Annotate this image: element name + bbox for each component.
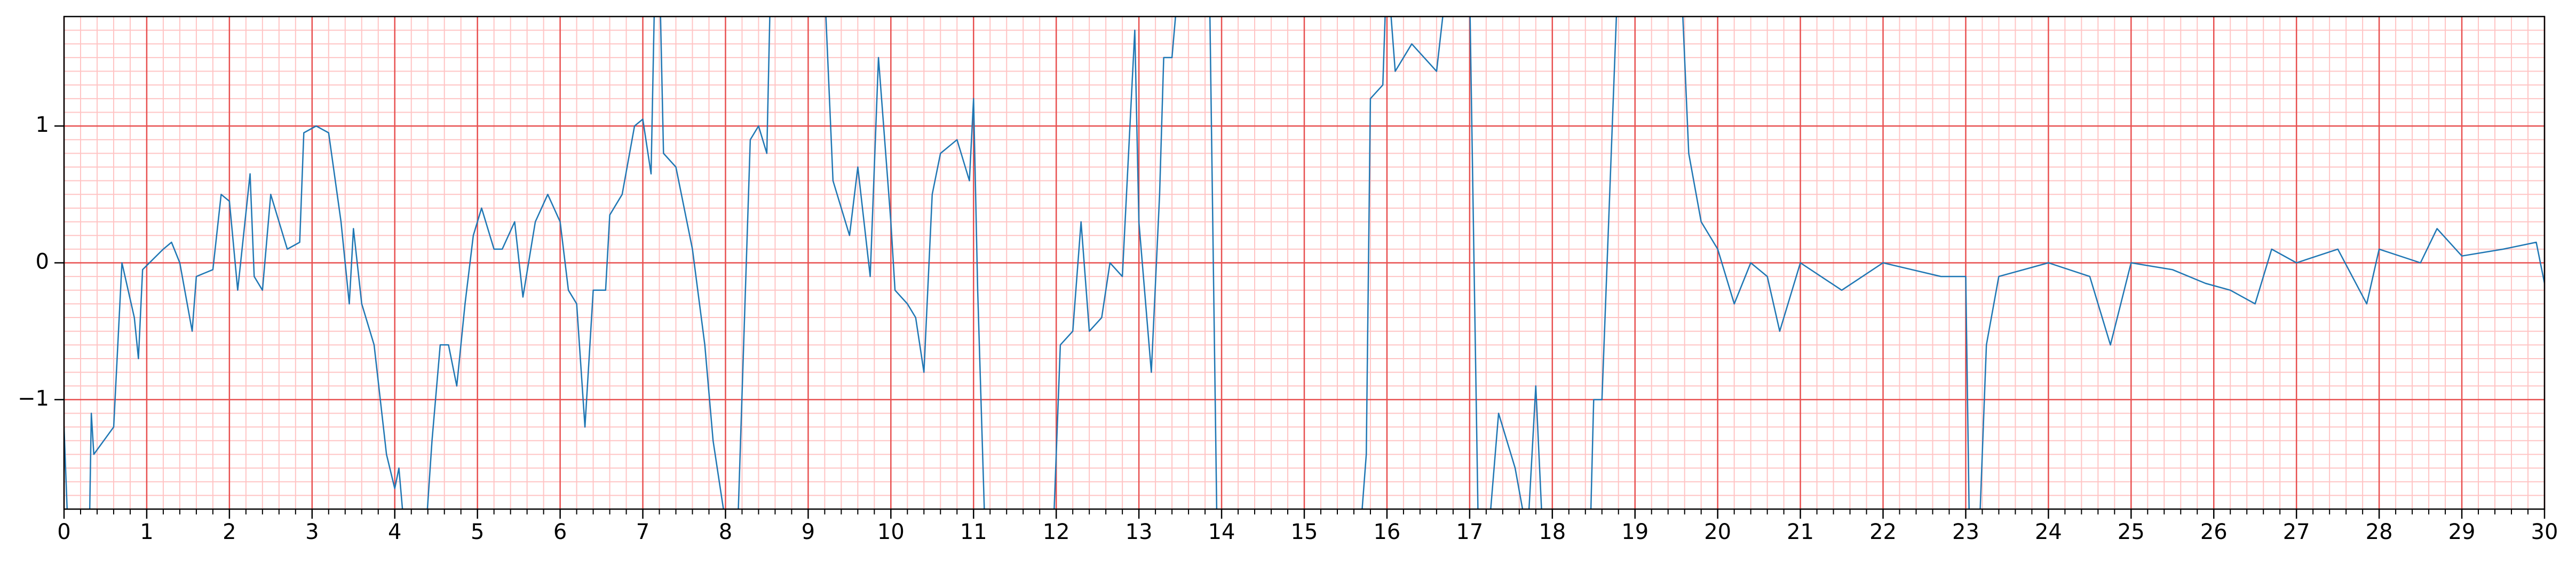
- x-tick-label: 7: [636, 520, 649, 544]
- x-tick-label: 3: [305, 520, 319, 544]
- plot-frame: [63, 15, 2546, 510]
- x-tick-label: 0: [57, 520, 70, 544]
- x-tick-label: 25: [2118, 520, 2145, 544]
- x-tick-label: 13: [1125, 520, 1153, 544]
- x-tick-label: 27: [2283, 520, 2310, 544]
- x-tick-label: 30: [2531, 520, 2558, 544]
- x-tick-label: 17: [1456, 520, 1483, 544]
- x-tick-label: 5: [471, 520, 484, 544]
- signal-line: [64, 17, 2545, 509]
- x-tick-label: 11: [960, 520, 987, 544]
- x-tick-label: 26: [2200, 520, 2228, 544]
- x-tick-label: 20: [1704, 520, 1731, 544]
- x-tick-label: 6: [553, 520, 567, 544]
- x-tick-label: 14: [1208, 520, 1235, 544]
- x-tick-label: 18: [1539, 520, 1566, 544]
- y-tick-label: 1: [36, 113, 49, 137]
- x-tick-label: 28: [2366, 520, 2393, 544]
- x-tick-label: 21: [1787, 520, 1814, 544]
- x-tick-label: 10: [877, 520, 905, 544]
- x-tick-label: 8: [719, 520, 732, 544]
- x-tick-label: 19: [1621, 520, 1648, 544]
- x-tick-label: 1: [140, 520, 153, 544]
- x-tick-label: 12: [1043, 520, 1070, 544]
- x-tick-label: 4: [388, 520, 401, 544]
- y-tick-label: 0: [36, 250, 49, 274]
- x-tick-label: 23: [1952, 520, 1979, 544]
- x-tick-label: 22: [1869, 520, 1897, 544]
- x-tick-label: 16: [1373, 520, 1400, 544]
- x-tick-label: 29: [2448, 520, 2476, 544]
- x-tick-label: 9: [802, 520, 815, 544]
- x-tick-label: 15: [1291, 520, 1318, 544]
- y-tick-label: −1: [18, 386, 49, 411]
- x-tick-label: 24: [2035, 520, 2062, 544]
- x-tick-label: 2: [223, 520, 236, 544]
